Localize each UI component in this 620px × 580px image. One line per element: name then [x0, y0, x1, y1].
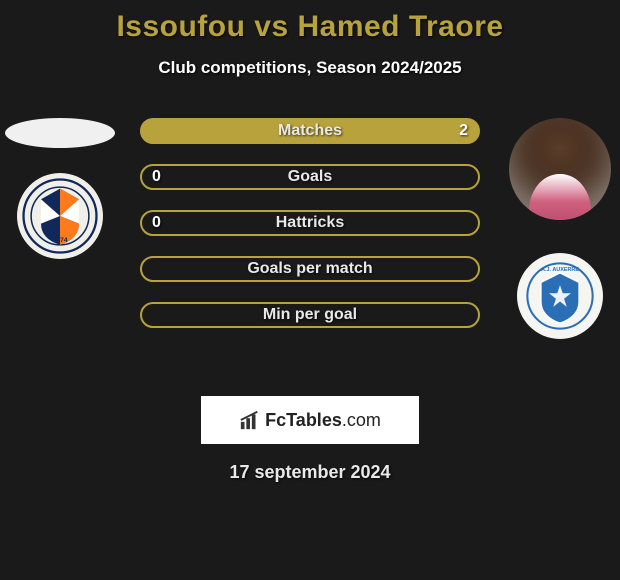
auxerre-badge-icon: A.J. AUXERRE	[526, 262, 594, 330]
page-title: Issoufou vs Hamed Traore	[0, 0, 620, 44]
svg-text:1974: 1974	[52, 237, 67, 244]
fctables-logo-box: FcTables.com	[201, 396, 419, 444]
left-player-column: 1974	[0, 118, 120, 378]
right-player-avatar	[509, 118, 611, 220]
stat-left-value: 0	[152, 214, 161, 232]
stat-label: Hattricks	[276, 214, 344, 232]
bar-chart-icon	[239, 409, 261, 431]
stat-row-hattricks: 0 Hattricks	[140, 210, 480, 236]
left-club-badge: 1974	[17, 173, 103, 259]
right-club-badge: A.J. AUXERRE	[517, 253, 603, 339]
page-subtitle: Club competitions, Season 2024/2025	[0, 58, 620, 78]
stat-row-goals-per-match: Goals per match	[140, 256, 480, 282]
date-text: 17 september 2024	[0, 462, 620, 483]
svg-text:A.J. AUXERRE: A.J. AUXERRE	[541, 267, 579, 273]
stat-label: Goals	[288, 168, 332, 186]
stat-right-value: 2	[459, 122, 468, 140]
stat-label: Min per goal	[263, 306, 357, 324]
stats-area: 1974 A.J. AUXERRE Matches 2 0 Goals	[0, 118, 620, 378]
montpellier-badge-icon: 1974	[22, 178, 98, 254]
stat-row-min-per-goal: Min per goal	[140, 302, 480, 328]
stat-bars: Matches 2 0 Goals 0 Hattricks Goals per …	[140, 118, 480, 328]
right-player-column: A.J. AUXERRE	[500, 118, 620, 378]
stat-row-goals: 0 Goals	[140, 164, 480, 190]
stat-label: Matches	[278, 122, 342, 140]
logo-text-bold: FcTables	[265, 410, 342, 430]
logo-text: FcTables.com	[265, 410, 381, 431]
logo-text-light: .com	[342, 410, 381, 430]
stat-label: Goals per match	[247, 260, 372, 278]
stat-left-value: 0	[152, 168, 161, 186]
stat-row-matches: Matches 2	[140, 118, 480, 144]
left-player-avatar	[5, 118, 115, 148]
